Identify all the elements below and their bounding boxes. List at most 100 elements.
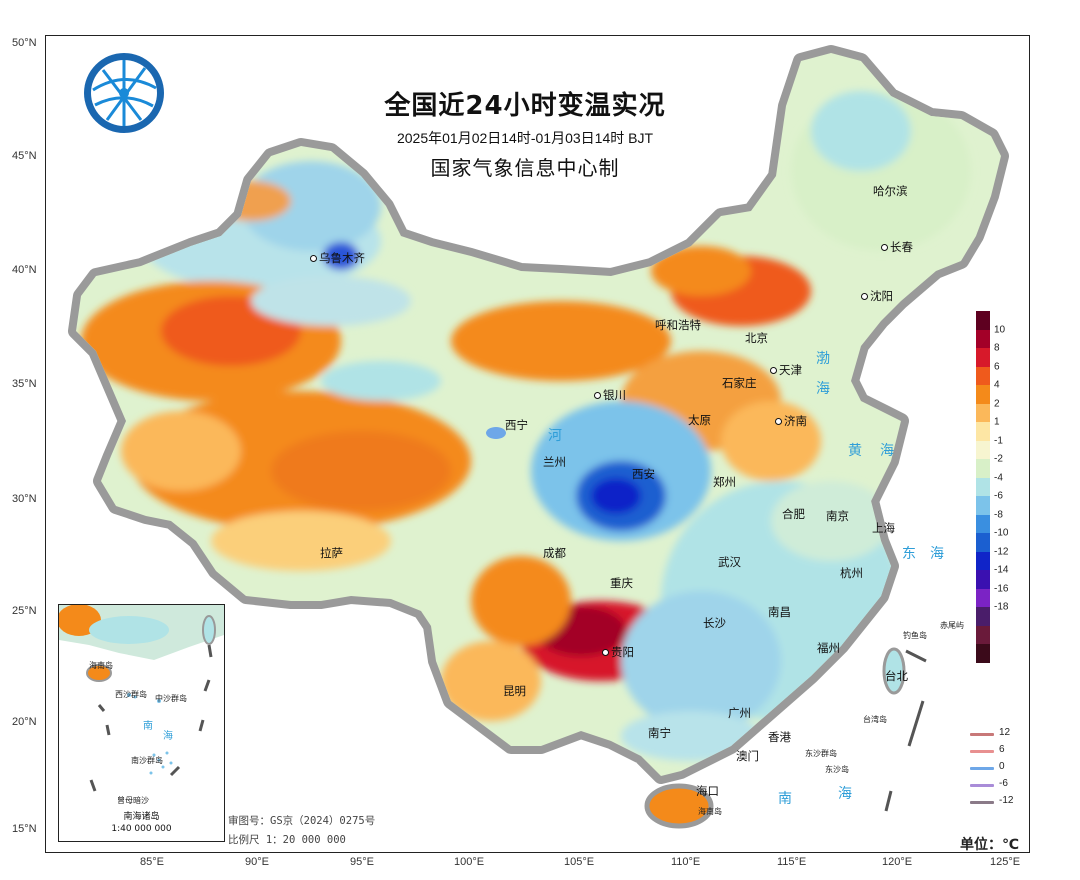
legend-swatch bbox=[976, 348, 990, 367]
city-label: 贵阳 bbox=[602, 644, 634, 660]
title-block: 全国近24小时变温实况 2025年01月02日14时-01月03日14时 BJT… bbox=[360, 85, 690, 181]
lat-label: 50°N bbox=[12, 37, 37, 49]
legend-swatch bbox=[976, 533, 990, 552]
city-label: 天津 bbox=[770, 362, 802, 378]
producer-label: 国家气象信息中心制 bbox=[430, 156, 620, 180]
isoline-swatch bbox=[970, 801, 994, 804]
isoline-label: 0 bbox=[999, 761, 1005, 772]
island-label: 东沙岛 bbox=[825, 765, 849, 774]
isoline-legend-row: -6 bbox=[968, 778, 1028, 791]
legend-swatch bbox=[976, 496, 990, 515]
temperature-change-map bbox=[46, 36, 1030, 829]
city-label: 重庆 bbox=[610, 576, 633, 590]
city-label: 广州 bbox=[728, 706, 751, 720]
sea-label: 海 bbox=[880, 443, 894, 459]
city-label: 上海 bbox=[872, 521, 895, 535]
legend-swatch bbox=[976, 422, 990, 441]
island-label: 赤尾屿 bbox=[940, 621, 964, 630]
lat-label: 30°N bbox=[12, 493, 37, 505]
city-label: 长沙 bbox=[703, 616, 726, 630]
legend-tick: -18 bbox=[994, 601, 1009, 613]
city-label: 福州 bbox=[817, 641, 840, 655]
city-label: 西安 bbox=[632, 467, 655, 481]
legend-tick: -14 bbox=[994, 564, 1009, 576]
city-label: 台北 bbox=[885, 669, 908, 683]
unit-label: 单位：℃ bbox=[960, 837, 1019, 853]
city-label: 南昌 bbox=[768, 605, 791, 619]
cma-logo bbox=[84, 53, 164, 133]
scale-note: 比例尺 1：20 000 000 bbox=[228, 834, 346, 846]
inset-caption: 南海诸岛 1:40 000 000 bbox=[59, 811, 224, 835]
review-number: 审图号：GS京（2024）0275号 bbox=[228, 815, 376, 827]
legend-tick: -6 bbox=[994, 490, 1003, 502]
river-label: 河 bbox=[548, 428, 562, 444]
legend-swatch bbox=[976, 607, 990, 626]
city-label: 海口 bbox=[696, 784, 719, 798]
lat-label: 25°N bbox=[12, 605, 37, 617]
city-label: 郑州 bbox=[713, 475, 736, 489]
inset-label: 中沙群岛 bbox=[155, 694, 187, 703]
legend-swatch bbox=[976, 440, 990, 460]
city-label: 乌鲁木齐 bbox=[310, 250, 365, 266]
isoline-swatch bbox=[970, 733, 994, 736]
city-label: 济南 bbox=[775, 413, 807, 429]
legend-swatch bbox=[976, 625, 990, 645]
isoline-legend-row: 6 bbox=[968, 744, 1028, 757]
lon-label: 120°E bbox=[882, 856, 913, 868]
isoline-legend-row: 12 bbox=[968, 727, 1028, 740]
city-label: 太原 bbox=[688, 413, 711, 427]
inset-sea-label: 海 bbox=[163, 731, 173, 742]
city-label: 合肥 bbox=[782, 507, 805, 521]
city-label: 哈尔滨 bbox=[873, 184, 908, 198]
south-china-sea-inset: 海南岛 西沙群岛 中沙群岛 南 海 南沙群岛 曾母暗沙 南海诸岛 1:40 00… bbox=[58, 604, 225, 842]
legend-tick: -8 bbox=[994, 509, 1003, 520]
inset-label: 曾母暗沙 bbox=[117, 796, 149, 805]
island-label: 钓鱼岛 bbox=[903, 631, 927, 640]
city-label: 昆明 bbox=[503, 684, 526, 698]
island-label: 东沙群岛 bbox=[805, 749, 837, 758]
legend-swatch bbox=[976, 385, 990, 404]
lon-label: 95°E bbox=[350, 856, 374, 868]
city-label: 兰州 bbox=[543, 455, 566, 469]
inset-map bbox=[59, 605, 224, 792]
inset-label: 西沙群岛 bbox=[115, 690, 147, 699]
lon-label: 90°E bbox=[245, 856, 269, 868]
city-label: 沈阳 bbox=[861, 288, 893, 304]
inset-sea-label: 南 bbox=[143, 721, 153, 732]
lon-label: 100°E bbox=[454, 856, 485, 868]
isoline-swatch bbox=[970, 767, 994, 770]
isoline-swatch bbox=[970, 784, 994, 787]
legend-swatch bbox=[976, 459, 990, 478]
lon-label: 115°E bbox=[777, 856, 807, 868]
city-label: 南京 bbox=[826, 509, 849, 523]
city-label: 南宁 bbox=[648, 726, 671, 740]
legend-tick: -1 bbox=[994, 435, 1003, 446]
isoline-label: 12 bbox=[999, 727, 1011, 738]
isoline-label: 6 bbox=[999, 744, 1005, 755]
city-label: 武汉 bbox=[718, 555, 741, 569]
legend-swatch bbox=[976, 311, 990, 330]
legend-tick: 8 bbox=[994, 342, 1000, 354]
island-label: 海南岛 bbox=[698, 807, 722, 816]
city-label: 拉萨 bbox=[320, 546, 343, 560]
inset-title: 南海诸岛 bbox=[123, 812, 160, 822]
legend-swatch bbox=[976, 403, 990, 423]
isoline-legend-row: 0 bbox=[968, 761, 1028, 774]
legend-tick: -2 bbox=[994, 453, 1003, 465]
lat-label: 15°N bbox=[12, 823, 37, 835]
lon-label: 125°E bbox=[990, 856, 1021, 868]
legend-tick: -12 bbox=[994, 546, 1009, 557]
legend-swatch bbox=[976, 366, 990, 386]
city-label: 成都 bbox=[543, 546, 566, 560]
legend-swatch bbox=[976, 644, 990, 663]
legend-swatch bbox=[976, 551, 990, 571]
lat-label: 20°N bbox=[12, 716, 37, 728]
sea-label: 海 bbox=[816, 381, 830, 397]
isoline-swatch bbox=[970, 750, 994, 753]
sea-label: 黄 bbox=[848, 443, 862, 459]
isoline-label: -12 bbox=[999, 795, 1014, 806]
legend-swatch bbox=[976, 588, 990, 608]
city-label: 西宁 bbox=[505, 418, 528, 432]
inset-scale: 1:40 000 000 bbox=[111, 824, 172, 834]
sea-label: 渤 bbox=[816, 351, 830, 367]
